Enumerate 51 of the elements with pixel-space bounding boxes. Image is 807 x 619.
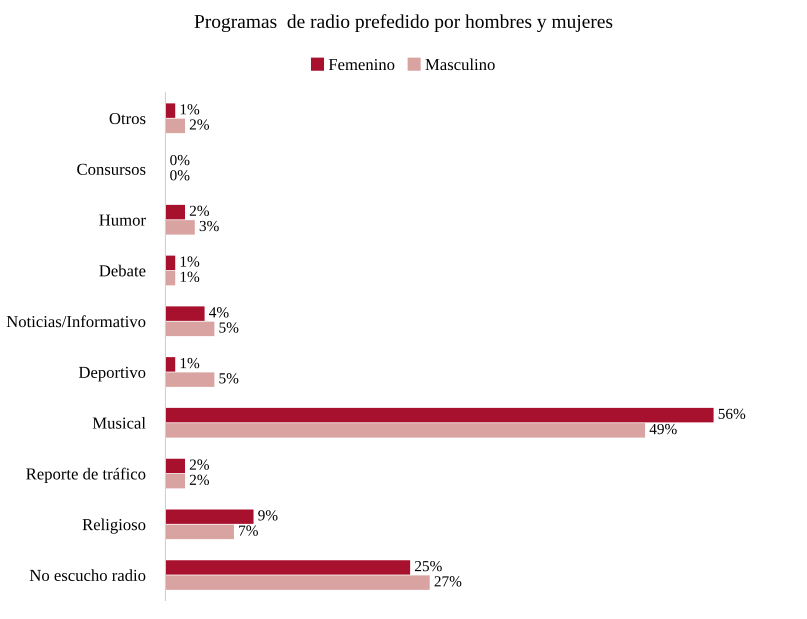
data-label: 0%	[170, 154, 190, 166]
y-tick-label: Consursos	[77, 164, 146, 175]
data-label: 1%	[180, 358, 200, 368]
bar	[165, 256, 176, 270]
y-tick-label: Deportivo	[78, 366, 146, 382]
y-tick-label: No escucho radio	[30, 569, 146, 581]
legend-label: Femenino	[328, 58, 394, 70]
bar	[165, 560, 410, 575]
y-tick-label: Religioso	[82, 518, 146, 534]
bar	[165, 204, 186, 220]
data-label: 2%	[190, 119, 210, 130]
bar	[165, 408, 714, 422]
data-label: 5%	[219, 322, 238, 333]
bar	[165, 306, 205, 321]
y-tick-label: Noticias/Informativo	[6, 315, 146, 328]
data-label: 4%	[209, 307, 229, 318]
y-tick-label: Musical	[92, 416, 146, 429]
bar	[165, 357, 176, 372]
bar	[165, 322, 214, 336]
bar	[165, 524, 234, 540]
bar	[165, 575, 430, 590]
legend-label: Masculino	[425, 58, 495, 70]
bar	[165, 220, 195, 235]
y-tick-label: Humor	[99, 214, 146, 226]
data-label: 9%	[258, 510, 278, 521]
bar	[165, 458, 186, 474]
data-label: 3%	[200, 220, 219, 232]
data-label: 49%	[650, 424, 677, 434]
data-label: 1%	[180, 104, 200, 114]
data-label: 25%	[414, 560, 442, 572]
data-label: 27%	[434, 576, 462, 587]
y-tick-label: Debate	[99, 264, 146, 276]
data-label: 0%	[170, 170, 190, 180]
y-tick-label: Otros	[110, 112, 146, 124]
bar	[165, 103, 176, 118]
data-label: 2%	[190, 459, 210, 470]
data-label: 56%	[718, 408, 746, 420]
chart-title: Programas de radio prefedido por hombres y mujeres	[194, 14, 612, 32]
bar	[165, 270, 176, 286]
data-label: 5%	[219, 373, 238, 384]
data-label: 7%	[239, 525, 258, 536]
bar	[165, 423, 646, 438]
data-label: 1%	[180, 256, 200, 267]
bar	[165, 474, 186, 488]
data-label: 2%	[190, 206, 210, 216]
bar	[165, 509, 254, 524]
bar	[165, 372, 214, 387]
bar	[165, 118, 186, 134]
data-label: 1%	[180, 272, 200, 282]
y-tick-label: Reporte de tráfico	[26, 468, 146, 483]
data-label: 2%	[190, 474, 210, 486]
